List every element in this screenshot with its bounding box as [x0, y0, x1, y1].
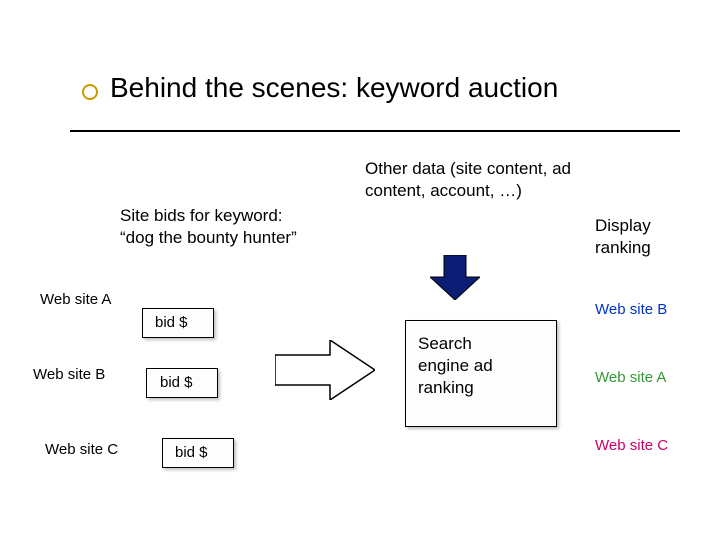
display-ranking-label: Display ranking — [595, 215, 651, 259]
title-bullet — [82, 84, 98, 100]
result-site-b: Web site B — [595, 300, 667, 320]
site-a-label: Web site A — [40, 290, 111, 310]
title-underline — [70, 130, 680, 132]
site-b-label: Web site B — [33, 365, 105, 385]
result-site-c: Web site C — [595, 436, 668, 456]
site-c-label: Web site C — [45, 440, 118, 460]
slide-root: Behind the scenes: keyword auction Site … — [0, 0, 720, 540]
bids-header: Site bids for keyword: “dog the bounty h… — [120, 205, 297, 249]
block-arrow-right-icon — [275, 340, 375, 400]
slide-title: Behind the scenes: keyword auction — [110, 70, 558, 106]
display-ranking-line2: ranking — [595, 238, 651, 257]
result-site-a: Web site A — [595, 368, 666, 388]
ranking-box-text: Search engine ad ranking — [418, 333, 493, 399]
ranking-line2: engine ad — [418, 356, 493, 375]
down-arrow-icon — [430, 255, 480, 300]
ranking-line3: ranking — [418, 378, 474, 397]
bid-label-3: bid $ — [175, 443, 208, 463]
bid-label-2: bid $ — [160, 373, 193, 393]
bid-label-1: bid $ — [155, 313, 188, 333]
bids-header-line2: “dog the bounty hunter” — [120, 228, 297, 247]
other-data-text: Other data (site content, ad content, ac… — [365, 158, 575, 202]
bids-header-line1: Site bids for keyword: — [120, 206, 283, 225]
display-ranking-line1: Display — [595, 216, 651, 235]
ranking-line1: Search — [418, 334, 472, 353]
